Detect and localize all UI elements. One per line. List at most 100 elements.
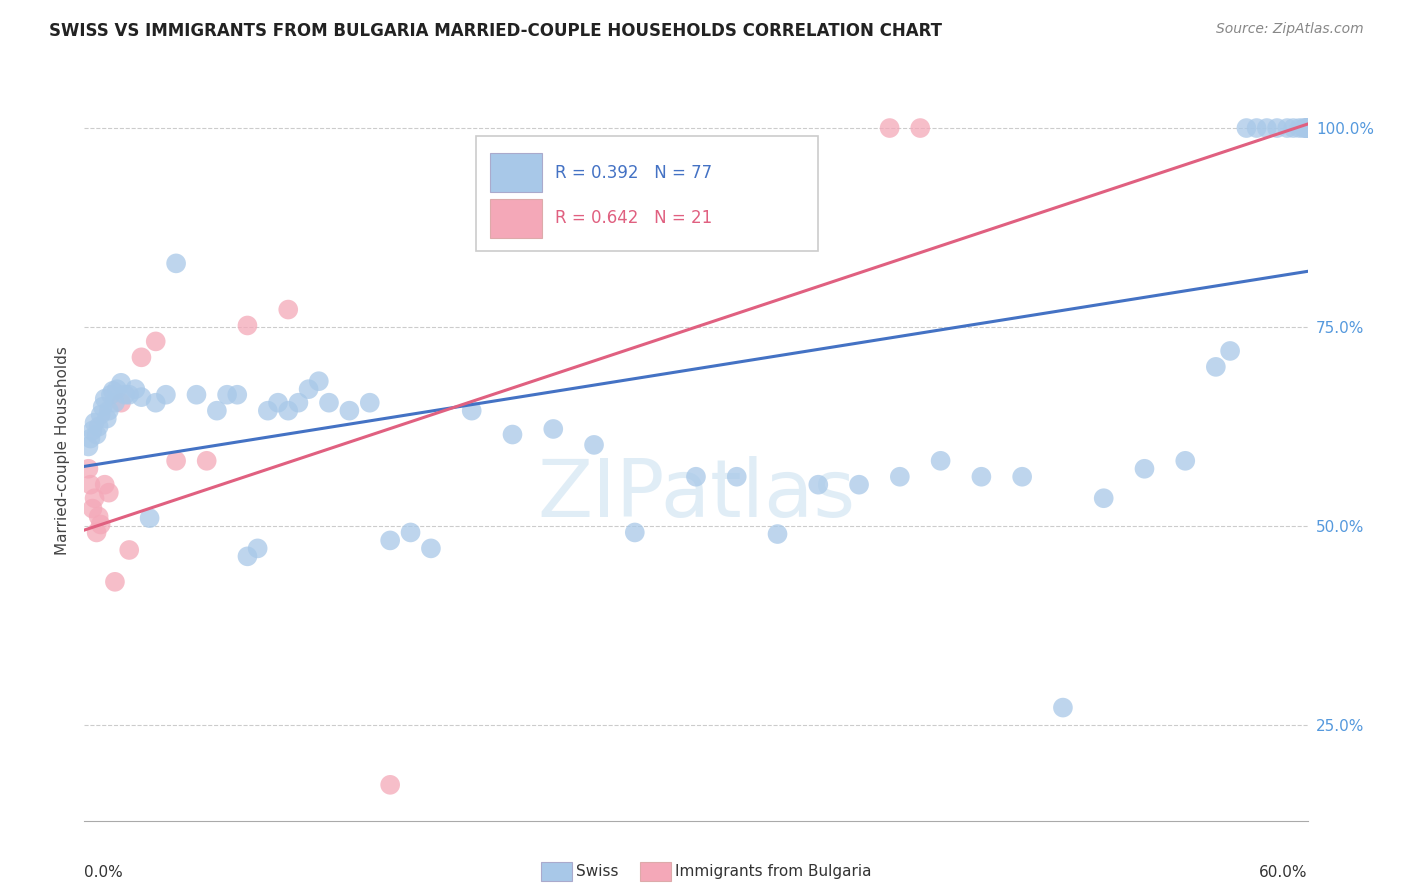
Swiss [1174,454,1197,468]
Swiss [79,432,101,446]
Swiss [155,388,177,402]
Text: R = 0.642   N = 21: R = 0.642 N = 21 [555,210,713,227]
Swiss [205,403,228,417]
Swiss [807,477,830,491]
Swiss [359,395,381,409]
Swiss [766,527,789,541]
Swiss [1296,121,1319,136]
Swiss [91,400,114,414]
Swiss [83,416,105,430]
Text: Immigrants from Bulgaria: Immigrants from Bulgaria [675,864,872,879]
FancyBboxPatch shape [475,136,818,251]
Swiss [1296,121,1319,136]
Swiss [1296,121,1319,136]
Swiss [186,388,208,402]
Swiss [543,422,565,436]
Swiss [246,541,269,556]
Swiss [87,419,110,434]
Text: R = 0.392   N = 77: R = 0.392 N = 77 [555,163,713,182]
Immigrants from Bulgaria [879,121,901,136]
Immigrants from Bulgaria [910,121,932,136]
Swiss [110,376,132,390]
Swiss [96,411,118,425]
FancyBboxPatch shape [491,153,541,192]
Swiss [1296,121,1319,136]
Swiss [970,469,993,483]
Swiss [104,395,127,409]
Swiss [380,533,402,548]
Swiss [277,403,299,417]
Swiss [217,388,239,402]
Swiss [236,549,259,564]
Swiss [1296,121,1319,136]
Immigrants from Bulgaria [97,485,120,500]
Immigrants from Bulgaria [86,525,108,540]
Swiss [502,427,524,442]
Swiss [624,525,647,540]
Swiss [124,382,146,396]
Swiss [1246,121,1268,136]
Immigrants from Bulgaria [118,543,141,558]
Swiss [1295,121,1317,136]
Swiss [100,388,122,402]
Swiss [114,388,136,402]
Swiss [118,388,141,402]
Immigrants from Bulgaria [90,517,112,532]
Swiss [257,403,280,417]
Swiss [226,388,249,402]
Immigrants from Bulgaria [236,318,259,333]
Swiss [848,477,870,491]
Swiss [1282,121,1305,136]
Swiss [1219,343,1241,358]
Swiss [93,392,115,406]
Immigrants from Bulgaria [131,351,153,365]
Swiss [145,395,167,409]
Swiss [90,408,112,422]
Text: 0.0%: 0.0% [84,865,124,880]
Immigrants from Bulgaria [165,454,187,468]
Swiss [298,382,321,396]
Swiss [308,374,330,388]
Swiss [1011,469,1033,483]
Swiss [1052,700,1074,714]
Swiss [165,256,187,270]
Swiss [1133,462,1156,476]
Swiss [138,511,160,525]
Swiss [1292,121,1315,136]
Immigrants from Bulgaria [104,574,127,589]
Text: Source: ZipAtlas.com: Source: ZipAtlas.com [1216,22,1364,37]
Y-axis label: Married-couple Households: Married-couple Households [55,346,70,555]
Immigrants from Bulgaria [79,477,101,491]
Swiss [1092,491,1115,506]
Immigrants from Bulgaria [195,454,218,468]
Swiss [889,469,911,483]
Immigrants from Bulgaria [145,334,167,349]
Swiss [1288,121,1310,136]
Text: SWISS VS IMMIGRANTS FROM BULGARIA MARRIED-COUPLE HOUSEHOLDS CORRELATION CHART: SWISS VS IMMIGRANTS FROM BULGARIA MARRIE… [49,22,942,40]
Immigrants from Bulgaria [110,395,132,409]
Swiss [1265,121,1288,136]
Immigrants from Bulgaria [82,501,104,516]
Immigrants from Bulgaria [93,477,115,491]
Swiss [287,395,309,409]
Text: Swiss: Swiss [576,864,619,879]
Swiss [420,541,443,556]
Immigrants from Bulgaria [83,491,105,506]
Immigrants from Bulgaria [277,302,299,317]
Swiss [267,395,290,409]
Text: ZIPatlas: ZIPatlas [537,456,855,534]
Swiss [929,454,952,468]
Swiss [1256,121,1278,136]
FancyBboxPatch shape [491,199,541,237]
Swiss [583,438,606,452]
Swiss [725,469,748,483]
Immigrants from Bulgaria [87,509,110,524]
Swiss [318,395,340,409]
Immigrants from Bulgaria [380,778,402,792]
Swiss [399,525,422,540]
Text: 60.0%: 60.0% [1260,865,1308,880]
Swiss [131,390,153,404]
Swiss [101,384,124,398]
Swiss [1205,359,1227,374]
Swiss [105,382,128,396]
